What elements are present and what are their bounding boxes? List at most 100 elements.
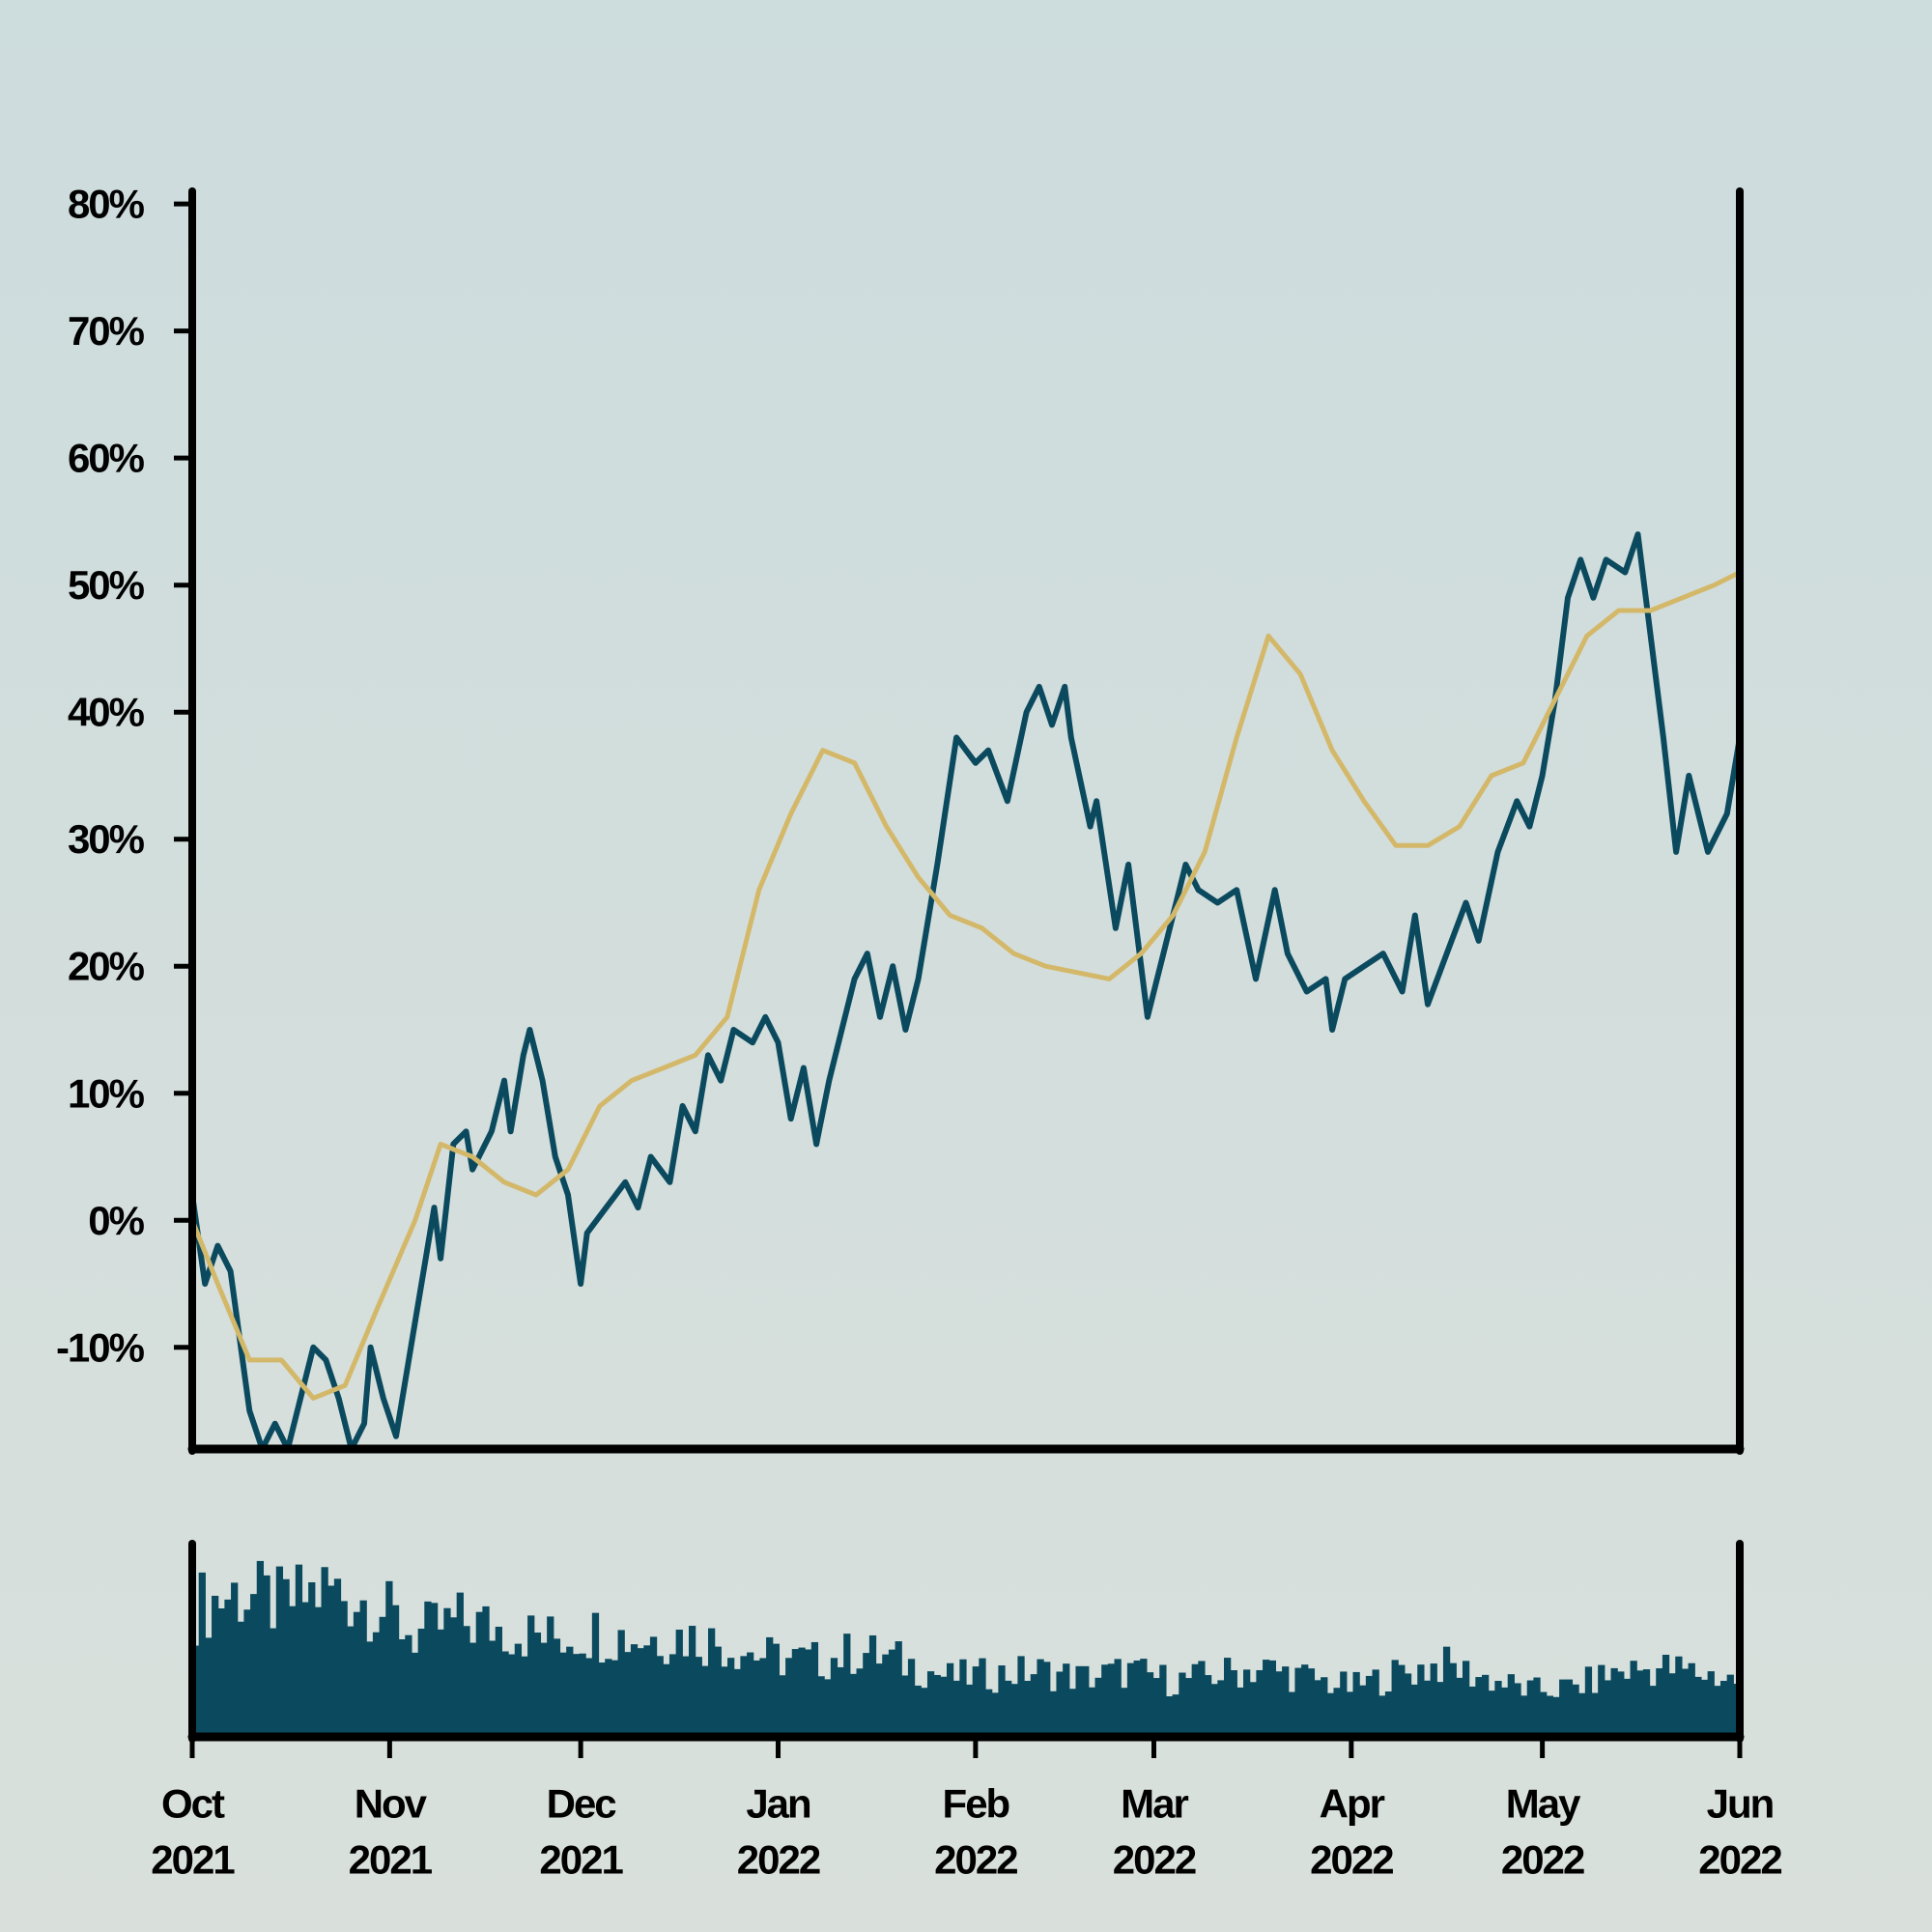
volume-bar [1063, 1663, 1070, 1737]
volume-bar [521, 1656, 528, 1737]
y-tick-label: 70% [68, 308, 145, 354]
volume-bar [217, 1608, 225, 1737]
volume-bar [805, 1649, 812, 1737]
volume-bar [1681, 1668, 1690, 1737]
volume-bar [1707, 1671, 1715, 1737]
volume-bar [1082, 1665, 1090, 1737]
volume-bar [1191, 1663, 1199, 1737]
volume-bar [212, 1595, 219, 1737]
x-tick-year-label: 2021 [151, 1837, 235, 1883]
volume-bar [411, 1652, 419, 1737]
volume-bar [791, 1649, 800, 1737]
x-tick-year-label: 2022 [934, 1837, 1017, 1883]
volume-bar [301, 1602, 309, 1737]
volume-bar [275, 1566, 284, 1737]
volume-bar [340, 1601, 348, 1737]
volume-bar [882, 1654, 890, 1737]
x-axis-ticks: Oct 2021 Nov 2021 Dec 2021 Jan 2022 Feb 2022 Mar 20… [151, 1737, 1783, 1883]
volume-bar [824, 1679, 832, 1737]
x-tick-year-label: 2022 [1698, 1837, 1781, 1883]
volume-bar [1559, 1679, 1567, 1737]
volume-bar [443, 1607, 451, 1737]
volume-bar [347, 1626, 355, 1737]
volume-bar [772, 1643, 781, 1737]
volume-bar [372, 1632, 381, 1737]
volume-bar [946, 1662, 954, 1737]
volume-bar [553, 1638, 561, 1737]
volume-bar [682, 1656, 690, 1737]
volume-bar [863, 1653, 870, 1737]
volume-bar [514, 1643, 523, 1737]
volume-bar [263, 1575, 270, 1737]
volume-bar [1642, 1669, 1651, 1737]
volume-bar [237, 1621, 244, 1737]
volume-bar [1410, 1684, 1418, 1737]
volume-bar [1630, 1661, 1637, 1737]
volume-bar [940, 1676, 948, 1737]
volume-bar [1482, 1674, 1490, 1737]
volume-bar [785, 1658, 793, 1737]
volume-bar [656, 1656, 664, 1737]
volume-bar [1075, 1665, 1083, 1737]
volume-bar [611, 1660, 619, 1737]
volume-bar [1675, 1656, 1683, 1737]
volume-bar [1430, 1663, 1437, 1737]
volume-bar [1217, 1680, 1225, 1737]
volume-bar [1352, 1671, 1360, 1737]
volume-bar [1165, 1696, 1174, 1737]
volume-bar [895, 1641, 902, 1737]
volume-bar [1179, 1672, 1186, 1737]
volume-bar [1346, 1691, 1354, 1737]
volume-bar [972, 1666, 980, 1737]
volume-bar [933, 1674, 941, 1737]
volume-bar [1372, 1669, 1379, 1737]
volume-bar [430, 1603, 439, 1737]
volume-bar [1540, 1691, 1548, 1737]
y-tick-label: 20% [68, 944, 145, 989]
volume-bar [437, 1629, 444, 1737]
volume-bar [1294, 1667, 1302, 1737]
volume-bar [591, 1612, 600, 1737]
volume-bar [1719, 1681, 1728, 1737]
x-tick-year-label: 2022 [737, 1837, 820, 1883]
volume-bar [1230, 1670, 1237, 1737]
volume-bar [1101, 1664, 1109, 1737]
volume-bar [489, 1640, 497, 1737]
volume-bar [572, 1654, 581, 1737]
volume-bar [888, 1649, 896, 1737]
volume-bar [1610, 1667, 1618, 1737]
volume-bar [559, 1652, 567, 1737]
x-tick-year-label: 2022 [1113, 1837, 1196, 1883]
volume-bar [1152, 1678, 1160, 1737]
volume-bar [1243, 1669, 1251, 1737]
volume-bar [1184, 1678, 1193, 1737]
volume-bar [501, 1651, 509, 1737]
volume-bar [740, 1656, 748, 1737]
volume-bar [1398, 1664, 1406, 1737]
volume-bar [1501, 1687, 1509, 1737]
volume-bar [695, 1657, 702, 1737]
volume-bar [1591, 1692, 1599, 1737]
volume-bar [450, 1617, 458, 1737]
x-tick-month-label: Oct [161, 1781, 225, 1827]
volume-bar [1024, 1681, 1032, 1737]
volume-bar [1172, 1694, 1179, 1737]
volume-bar [1359, 1685, 1367, 1737]
volume-bar [1268, 1660, 1276, 1737]
volume-bar [1288, 1691, 1296, 1737]
volume-bar [1088, 1687, 1096, 1737]
volume-bar [766, 1636, 774, 1737]
volume-bar [1384, 1691, 1393, 1737]
volume-bar [1656, 1668, 1663, 1737]
volume-bar [385, 1580, 393, 1737]
x-tick-year-label: 2021 [349, 1837, 433, 1883]
volume-bar [1275, 1671, 1283, 1737]
volume-bar [1436, 1682, 1444, 1737]
volume-bar [1700, 1679, 1709, 1737]
volume-bar [1107, 1663, 1116, 1737]
volume-bar [359, 1600, 367, 1737]
volume-bar [1514, 1683, 1521, 1737]
volume-bar [966, 1684, 974, 1737]
axes [187, 187, 1745, 1743]
volume-bar [1578, 1692, 1586, 1737]
